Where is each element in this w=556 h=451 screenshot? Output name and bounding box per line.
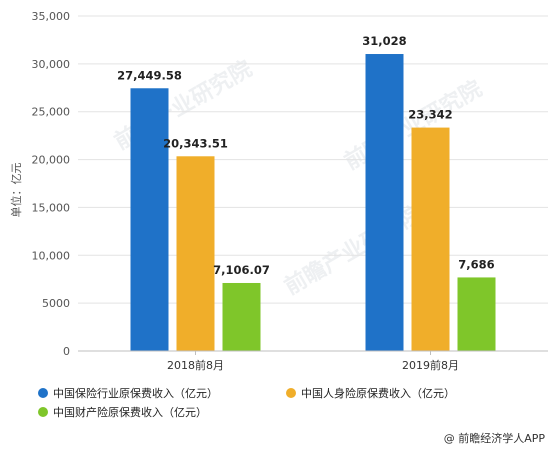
bar-s2-c1 — [457, 277, 496, 351]
y-axis-ticks: 0 5000 10,000 15,000 20,000 25,000 30,000 35,00… — [32, 10, 71, 358]
data-labels: 27,449.58 20,343.51 7,106.07 31,028 23,342 7,… — [117, 34, 495, 277]
y-tick-7: 35,000 — [32, 10, 71, 23]
data-label-s2-c0: 7,106.07 — [213, 263, 270, 277]
data-label-s1-c1: 23,342 — [408, 108, 452, 122]
watermark-1: 前瞻产业研究院 — [280, 201, 426, 301]
legend-marker-1 — [286, 388, 296, 398]
data-label-s2-c1: 7,686 — [458, 257, 494, 271]
legend-marker-0 — [38, 388, 48, 398]
bars — [130, 54, 496, 352]
data-label-s1-c0: 20,343.51 — [163, 136, 228, 150]
bar-s1-c0 — [176, 156, 215, 351]
y-axis-label: 单位：亿元 — [9, 163, 23, 218]
y-tick-6: 30,000 — [32, 58, 71, 71]
y-tick-4: 20,000 — [32, 154, 71, 167]
bar-s2-c0 — [222, 282, 261, 351]
x-category-1: 2019前8月 — [402, 358, 459, 372]
y-tick-0: 0 — [63, 345, 70, 358]
source-credit: @ 前瞻经济学人APP — [444, 431, 546, 445]
legend-label-2: 中国财产险原保费收入（亿元） — [53, 405, 207, 419]
y-tick-3: 15,000 — [32, 201, 71, 214]
y-tick-2: 10,000 — [32, 249, 71, 262]
bar-s0-c0 — [130, 88, 169, 351]
bar-s0-c1 — [365, 54, 404, 352]
x-axis-categories: 2018前8月 2019前8月 — [167, 351, 459, 372]
data-label-s0-c0: 27,449.58 — [117, 68, 182, 82]
x-category-0: 2018前8月 — [167, 358, 224, 372]
y-tick-5: 25,000 — [32, 106, 71, 119]
legend-label-1: 中国人身险原保费收入（亿元） — [301, 386, 455, 400]
legend-marker-2 — [38, 407, 48, 417]
y-tick-1: 5000 — [42, 297, 70, 310]
legend-label-0: 中国保险行业原保费收入（亿元） — [53, 386, 218, 400]
bar-s1-c1 — [411, 127, 450, 352]
data-label-s0-c1: 31,028 — [362, 34, 406, 48]
legend: 中国保险行业原保费收入（亿元） 中国人身险原保费收入（亿元） 中国财产险原保费收入（… — [38, 386, 455, 419]
